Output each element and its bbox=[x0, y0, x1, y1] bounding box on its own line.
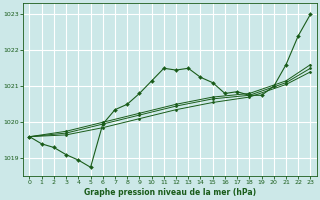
X-axis label: Graphe pression niveau de la mer (hPa): Graphe pression niveau de la mer (hPa) bbox=[84, 188, 256, 197]
